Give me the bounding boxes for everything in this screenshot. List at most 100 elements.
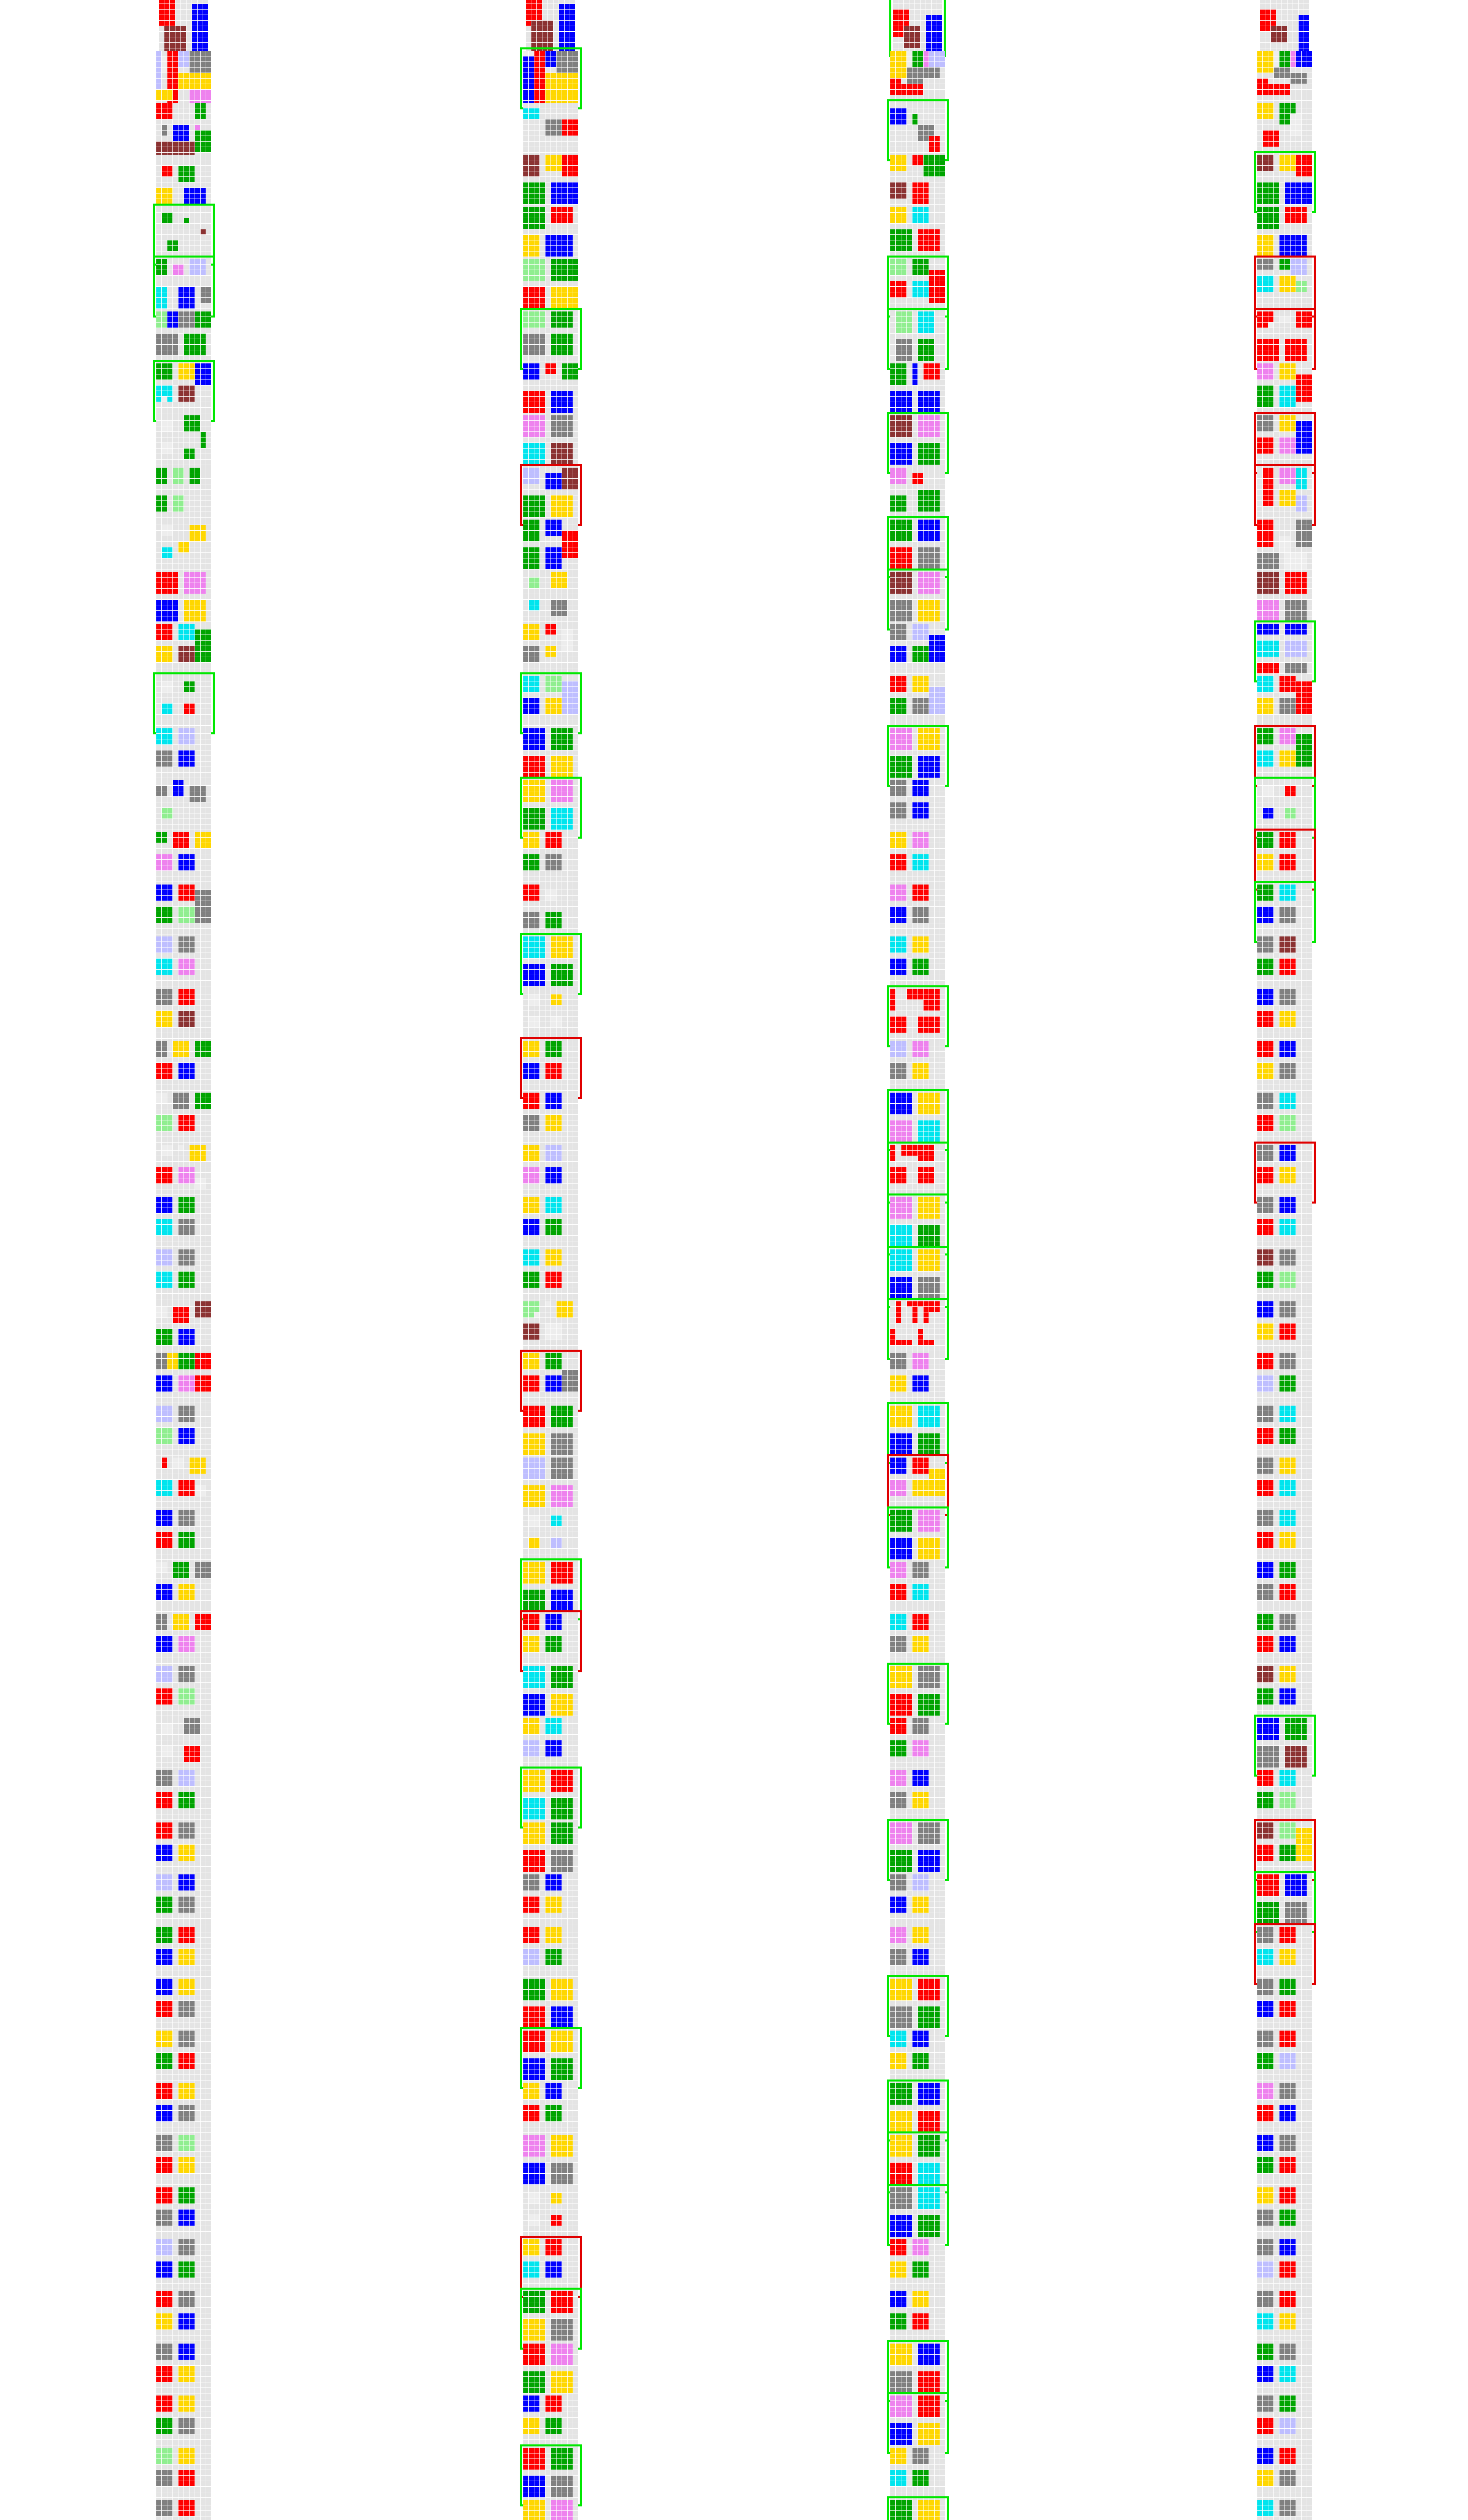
- puzzle-grid[interactable]: [890, 207, 945, 262]
- panel-selected-incorrect[interactable]: [519, 464, 582, 526]
- puzzle-grid[interactable]: [890, 415, 945, 471]
- panel[interactable]: [1257, 572, 1312, 627]
- panel-selected-correct[interactable]: [152, 203, 215, 266]
- panel-selected-correct[interactable]: [886, 256, 949, 318]
- panel[interactable]: [523, 363, 578, 418]
- panel[interactable]: [523, 520, 578, 575]
- panel[interactable]: [1257, 207, 1312, 262]
- panel-selected-correct[interactable]: [886, 99, 949, 161]
- puzzle-grid[interactable]: [156, 259, 211, 314]
- puzzle-grid[interactable]: [1257, 259, 1312, 314]
- panel[interactable]: [1257, 363, 1312, 418]
- puzzle-grid[interactable]: [890, 259, 945, 314]
- panel-selected-incorrect[interactable]: [1253, 412, 1316, 474]
- puzzle-grid[interactable]: [156, 415, 211, 471]
- panel[interactable]: [523, 102, 578, 158]
- puzzle-grid[interactable]: [523, 572, 578, 627]
- puzzle-grid[interactable]: [1260, 0, 1309, 54]
- panel-selected-incorrect[interactable]: [1253, 464, 1316, 526]
- panel-selected-correct[interactable]: [1253, 151, 1316, 214]
- panel-selected-incorrect[interactable]: [1253, 307, 1316, 370]
- puzzle-grid[interactable]: [156, 102, 211, 158]
- panel[interactable]: [523, 207, 578, 262]
- puzzle-grid[interactable]: [890, 50, 945, 106]
- puzzle-grid[interactable]: [890, 363, 945, 418]
- panel[interactable]: [523, 415, 578, 471]
- puzzle-grid[interactable]: [156, 155, 211, 210]
- panel[interactable]: [523, 155, 578, 210]
- puzzle-grid[interactable]: [1257, 102, 1312, 158]
- puzzle-grid[interactable]: [1257, 520, 1312, 575]
- puzzle-grid[interactable]: [1257, 572, 1312, 627]
- panel[interactable]: [156, 467, 211, 523]
- puzzle-grid[interactable]: [526, 0, 575, 54]
- panel[interactable]: [1260, 0, 1309, 54]
- panel[interactable]: [156, 50, 211, 106]
- panel-selected-correct[interactable]: [152, 359, 215, 422]
- puzzle-grid[interactable]: [893, 0, 942, 54]
- panel[interactable]: [1257, 520, 1312, 575]
- puzzle-grid[interactable]: [890, 311, 945, 366]
- panel[interactable]: [890, 467, 945, 523]
- puzzle-grid[interactable]: [156, 50, 211, 106]
- puzzle-grid[interactable]: [890, 572, 945, 627]
- puzzle-grid[interactable]: [1257, 155, 1312, 210]
- puzzle-grid[interactable]: [523, 207, 578, 262]
- puzzle-grid[interactable]: [1257, 50, 1312, 106]
- panel[interactable]: [523, 572, 578, 627]
- puzzle-grid[interactable]: [1257, 311, 1312, 366]
- puzzle-grid[interactable]: [523, 259, 578, 314]
- puzzle-grid[interactable]: [890, 520, 945, 575]
- puzzle-grid[interactable]: [890, 467, 945, 523]
- panel[interactable]: [890, 155, 945, 210]
- puzzle-grid[interactable]: [1257, 467, 1312, 523]
- panel[interactable]: [526, 0, 575, 54]
- puzzle-grid[interactable]: [890, 155, 945, 210]
- panel[interactable]: [1257, 50, 1312, 106]
- panel-selected-correct[interactable]: [886, 568, 949, 631]
- panel-selected-correct[interactable]: [519, 47, 582, 109]
- puzzle-grid[interactable]: [523, 50, 578, 106]
- panel[interactable]: [1257, 102, 1312, 158]
- puzzle-grid[interactable]: [159, 0, 208, 54]
- panel-selected-correct[interactable]: [886, 307, 949, 370]
- panel[interactable]: [890, 363, 945, 418]
- panel-selected-correct[interactable]: [152, 256, 215, 318]
- puzzle-grid[interactable]: [156, 623, 211, 679]
- panel[interactable]: [156, 102, 211, 158]
- panel[interactable]: [159, 0, 208, 54]
- panel[interactable]: [890, 207, 945, 262]
- puzzle-grid[interactable]: [523, 311, 578, 366]
- puzzle-grid[interactable]: [523, 155, 578, 210]
- puzzle-grid[interactable]: [1257, 415, 1312, 471]
- panel-selected-incorrect[interactable]: [1253, 256, 1316, 318]
- puzzle-grid[interactable]: [523, 415, 578, 471]
- panel[interactable]: [156, 623, 211, 679]
- puzzle-grid[interactable]: [890, 102, 945, 158]
- puzzle-grid[interactable]: [523, 363, 578, 418]
- panel[interactable]: [890, 50, 945, 106]
- puzzle-grid[interactable]: [156, 467, 211, 523]
- panel[interactable]: [156, 572, 211, 627]
- puzzle-grid[interactable]: [523, 102, 578, 158]
- panel-selected-correct[interactable]: [886, 516, 949, 579]
- panel-selected-correct[interactable]: [519, 307, 582, 370]
- puzzle-grid[interactable]: [156, 572, 211, 627]
- panel-selected-correct[interactable]: [889, 0, 946, 57]
- puzzle-grid[interactable]: [156, 520, 211, 575]
- panel-selected-correct[interactable]: [886, 412, 949, 474]
- panel[interactable]: [156, 415, 211, 471]
- puzzle-grid[interactable]: [523, 467, 578, 523]
- puzzle-grid[interactable]: [1257, 207, 1312, 262]
- puzzle-grid[interactable]: [156, 311, 211, 366]
- puzzle-grid[interactable]: [1257, 363, 1312, 418]
- panel[interactable]: [156, 311, 211, 366]
- panel[interactable]: [523, 259, 578, 314]
- puzzle-grid[interactable]: [523, 520, 578, 575]
- grid-cell: [1290, 84, 1296, 89]
- panel[interactable]: [156, 155, 211, 210]
- panel[interactable]: [156, 520, 211, 575]
- grid-cell: [156, 437, 161, 443]
- puzzle-grid[interactable]: [156, 363, 211, 418]
- puzzle-grid[interactable]: [156, 207, 211, 262]
